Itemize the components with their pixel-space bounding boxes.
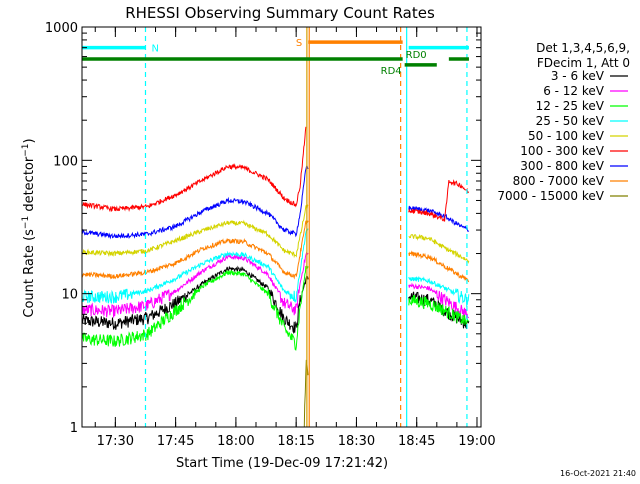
state-bars-layer: N S RD0 RD4 [82, 38, 469, 77]
legend-entry-label: 7000 - 15000 keV [497, 189, 604, 203]
series-layer [82, 126, 470, 427]
legend-entry-label: 50 - 100 keV [528, 129, 605, 143]
y-axis-label: Count Rate (s−1 detector−1) [21, 138, 37, 317]
state-bar-label-s: S [296, 38, 302, 49]
series-line-50-100-kev [82, 204, 309, 259]
plot-frame [81, 26, 482, 428]
series-line-800-7000-kev [82, 220, 309, 280]
series-line-12-25-kev [82, 265, 309, 351]
legend-header-line: FDecim 1, Att 0 [537, 56, 630, 70]
y-tick-label: 1000 [45, 21, 78, 36]
legend-entry-label: 12 - 25 keV [536, 99, 605, 113]
x-tick-label: 18:15 [277, 434, 314, 449]
legend-entry-label: 800 - 7000 keV [513, 174, 605, 188]
legend-entry-label: 100 - 300 keV [520, 144, 604, 158]
series-line-25-50-kev-part1 [408, 275, 470, 308]
series-line-800-7000-kev-part1 [408, 250, 470, 283]
series-line-300-800-kev-part1 [408, 205, 470, 232]
state-bar-label-rd4: RD4 [381, 66, 402, 77]
legend-header-line: Det 1,3,4,5,6,9, [536, 41, 630, 55]
y-tick-label: 1 [70, 421, 78, 436]
footer-timestamp: 16-Oct-2021 21:40 [560, 469, 636, 478]
legend: Det 1,3,4,5,6,9,FDecim 1, Att 03 - 6 keV… [497, 41, 630, 203]
state-bar-label-n: N [151, 44, 158, 55]
series-line-100-300-kev [82, 126, 307, 213]
x-tick-label: 18:00 [217, 434, 254, 449]
legend-entry-label: 300 - 800 keV [520, 159, 604, 173]
legend-entry-label: 3 - 6 keV [551, 69, 605, 83]
x-axis-label: Start Time (19-Dec-09 17:21:42) [176, 456, 388, 471]
legend-entry-label: 25 - 50 keV [536, 114, 605, 128]
series-line-100-300-kev-late [408, 179, 470, 222]
x-tick-label: 19:00 [458, 434, 495, 449]
legend-entry-label: 6 - 12 keV [543, 84, 605, 98]
y-tick-label: 10 [61, 288, 78, 303]
x-tick-label: 17:30 [97, 434, 134, 449]
series-line-6-12-kev [82, 251, 309, 318]
x-tick-label: 17:45 [157, 434, 194, 449]
series-line-50-100-kev-part1 [408, 233, 470, 264]
series-line-25-50-kev [82, 228, 309, 304]
y-tick-label: 100 [53, 154, 78, 169]
axes-layer: 1 10 100 1000 17:30 17:45 18:00 18:15 18:30 18:45… [45, 21, 496, 449]
vertical-lines-layer [144, 27, 468, 427]
series-line-6-12-kev-part1 [408, 282, 470, 319]
chart-title: RHESSI Observing Summary Count Rates [125, 4, 435, 22]
state-bar-label-rd0: RD0 [406, 50, 427, 61]
series-line-12-25-kev-part1 [408, 294, 469, 326]
series-line-300-800-kev [82, 164, 309, 240]
x-tick-label: 18:45 [398, 434, 435, 449]
x-tick-label: 18:30 [338, 434, 375, 449]
